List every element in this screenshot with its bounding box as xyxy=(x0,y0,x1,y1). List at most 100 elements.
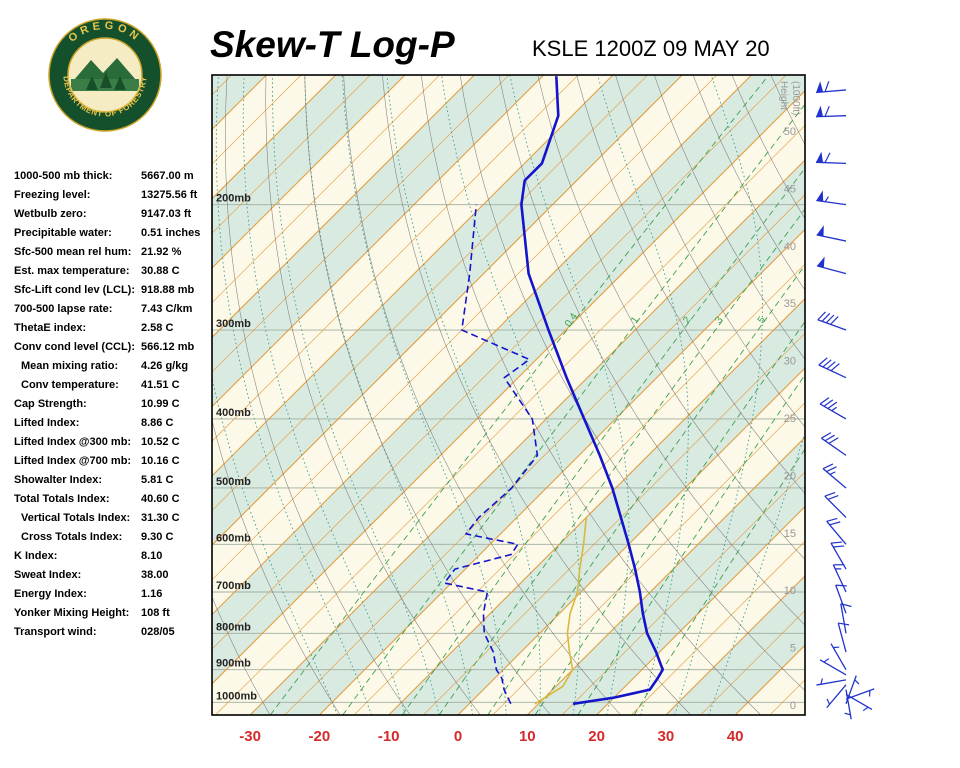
index-value: 2.58 C xyxy=(141,322,174,334)
temp-tick-label: -20 xyxy=(309,728,331,745)
isotherm-line xyxy=(839,75,960,715)
temperature-trace xyxy=(520,76,665,706)
moist-adiabat-line xyxy=(341,75,507,715)
isotherm-line xyxy=(212,75,752,616)
plot-frame xyxy=(211,74,806,716)
mixing-ratio-line xyxy=(487,264,805,715)
isotherm-line xyxy=(0,75,128,715)
index-value: 21.92 % xyxy=(141,246,182,258)
index-label: Est. max temperature: xyxy=(14,265,130,277)
height-tick-label: 20 xyxy=(784,470,796,482)
index-row: Lifted Index @700 mb: 10.16 C xyxy=(14,452,219,471)
moist-adiabat-line xyxy=(272,75,440,715)
isotherm-line xyxy=(492,402,805,715)
mixing-ratio-label: 3 xyxy=(713,314,725,325)
indices-panel: 1000-500 mb thick: 5667.00 m Freezing leve… xyxy=(14,167,219,642)
index-value: 108 ft xyxy=(141,607,170,619)
height-tick-label: 35 xyxy=(784,298,796,310)
isotherm-line xyxy=(212,75,683,546)
isotherm-line xyxy=(526,436,805,715)
isotherm-line xyxy=(665,575,805,715)
dry-adiabat-line xyxy=(731,75,805,220)
moist-adiabat-line xyxy=(597,75,689,715)
index-row: Vertical Totals Index: 31.30 C xyxy=(14,509,219,528)
index-row: Freezing level: 13275.56 ft xyxy=(14,186,219,205)
index-value: 5.81 C xyxy=(141,474,174,486)
index-row: Sfc-500 mean rel hum: 21.92 % xyxy=(14,243,219,262)
pressure-label: 700mb xyxy=(216,580,251,592)
index-row: Precipitable water: 0.51 inches xyxy=(14,224,219,243)
index-label: Precipitable water: xyxy=(14,227,112,239)
wet-bulb-trace xyxy=(534,517,588,705)
index-row: Cross Totals Index: 9.30 C xyxy=(14,528,219,547)
dry-adiabat-line xyxy=(498,75,805,626)
dry-adiabat-line xyxy=(421,75,761,715)
dry-adiabat-line xyxy=(265,75,481,715)
index-label: Conv cond level (CCL): xyxy=(14,341,136,353)
dry-adiabat-line xyxy=(537,75,805,560)
pressure-label: 1000mb xyxy=(216,690,257,702)
moist-adiabat-line xyxy=(212,375,338,715)
isotherm-line xyxy=(212,75,371,234)
isotherm-line xyxy=(0,75,162,715)
isotherm-band xyxy=(804,714,805,715)
index-value: 10.99 C xyxy=(141,398,180,410)
index-value: 30.88 C xyxy=(141,265,180,277)
index-row: 1000-500 mb thick: 5667.00 m xyxy=(14,167,219,186)
isotherm-line xyxy=(561,471,805,715)
mixing-ratio-line xyxy=(269,75,770,715)
index-row: Transport wind: 028/05 xyxy=(14,623,219,642)
isotherm-line xyxy=(212,75,510,373)
index-label: Cross Totals Index: xyxy=(21,531,123,543)
height-tick-label: 30 xyxy=(784,356,796,368)
isotherm-line xyxy=(212,75,337,200)
temp-tick-label: 20 xyxy=(588,728,605,745)
dry-adiabat-line xyxy=(382,75,691,715)
mixing-ratio-line xyxy=(438,208,805,715)
index-value: 13275.56 ft xyxy=(141,189,198,201)
isotherm-line xyxy=(353,263,805,715)
height-tick-label: 15 xyxy=(784,528,796,540)
index-value: 31.30 C xyxy=(141,512,180,524)
isotherm-line xyxy=(212,75,440,304)
logo-tree-icon xyxy=(100,72,112,88)
index-value: 4.26 g/kg xyxy=(141,360,189,372)
index-label: 1000-500 mb thick: xyxy=(14,170,113,182)
isotherm-line xyxy=(212,75,787,650)
index-value: 38.00 xyxy=(141,569,169,581)
pressure-label: 800mb xyxy=(216,621,251,633)
index-label: Lifted Index @700 mb: xyxy=(14,455,132,467)
index-label: ThetaE index: xyxy=(14,322,87,334)
height-tick-label: 45 xyxy=(784,183,796,195)
temp-tick-label: 10 xyxy=(519,728,536,745)
height-tick-label: 10 xyxy=(784,585,796,597)
wind-barbs xyxy=(815,81,875,720)
index-value: 10.16 C xyxy=(141,455,180,467)
index-row: K Index: 8.10 xyxy=(14,547,219,566)
dry-adiabat-line xyxy=(926,75,960,715)
index-row: Mean mixing ratio: 4.26 g/kg xyxy=(14,357,219,376)
index-label: Sfc-Lift cond lev (LCL): xyxy=(14,284,135,296)
index-row: Est. max temperature: 30.88 C xyxy=(14,262,219,281)
dry-adiabat-line xyxy=(887,75,960,715)
index-value: 41.51 C xyxy=(141,379,180,391)
index-value: 5667.00 m xyxy=(141,170,194,182)
index-value: 40.60 C xyxy=(141,493,180,505)
index-label: Cap Strength: xyxy=(14,398,87,410)
index-row: ThetaE index: 2.58 C xyxy=(14,319,219,338)
dry-adiabat-line xyxy=(576,75,805,494)
index-label: K Index: xyxy=(14,550,58,562)
index-label: Mean mixing ratio: xyxy=(21,360,119,372)
page-title: Skew-T Log-P xyxy=(210,24,455,65)
dry-adiabat-line xyxy=(225,75,411,715)
isotherm-line xyxy=(423,332,805,715)
pressure-label: 300mb xyxy=(216,318,251,330)
station-datetime: KSLE 1200Z 09 MAY 20 xyxy=(532,36,770,61)
index-value: 0.51 inches xyxy=(141,227,201,239)
dewpoint-trace xyxy=(443,204,539,705)
index-value: 9147.03 ft xyxy=(141,208,192,220)
isotherm-band xyxy=(212,75,805,684)
mixing-ratio-label: 1 xyxy=(629,314,641,325)
isotherm-band xyxy=(0,75,128,715)
index-row: Total Totals Index: 40.60 C xyxy=(14,490,219,509)
